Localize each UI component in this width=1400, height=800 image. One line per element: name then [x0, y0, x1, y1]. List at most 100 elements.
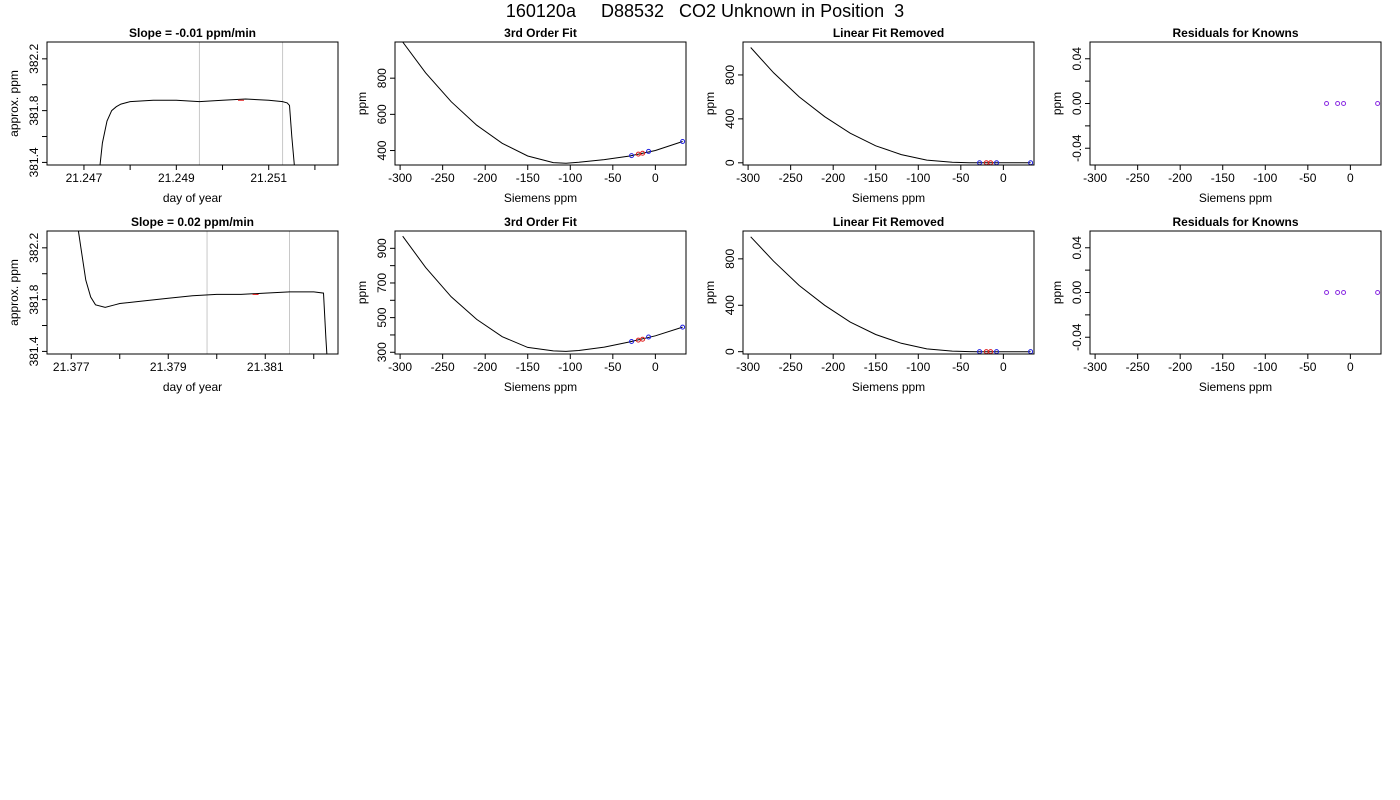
unknown-point [640, 150, 646, 156]
y-tick-label: 0.00 [1070, 91, 1084, 115]
y-tick-label: 0.04 [1070, 47, 1084, 71]
x-tick-label: -300 [1083, 360, 1107, 374]
fit-curve [402, 235, 683, 352]
plot-area [1324, 101, 1381, 106]
y-tick-label: 800 [723, 65, 737, 85]
x-tick-label: -300 [736, 360, 760, 374]
x-tick-label: -200 [1168, 171, 1192, 185]
y-tick-label: 382.2 [27, 232, 41, 262]
unknown-point [988, 349, 994, 354]
series-line [99, 98, 295, 165]
x-tick-label: 21.247 [66, 171, 103, 185]
fit-curve [750, 236, 1031, 353]
y-tick-label: 900 [375, 238, 389, 258]
x-tick-label: 21.379 [150, 360, 187, 374]
y-tick-label: 400 [375, 140, 389, 160]
chart-title: Linear Fit Removed [833, 215, 944, 229]
x-tick-label: -50 [952, 171, 970, 185]
known-point [994, 160, 1000, 165]
y-tick-label: 500 [375, 307, 389, 327]
x-tick-label: 0 [1000, 360, 1007, 374]
plot-area [1324, 290, 1381, 295]
x-tick-label: -100 [906, 171, 930, 185]
x-tick-label: -150 [1211, 360, 1235, 374]
y-tick-label: 381.4 [27, 147, 41, 177]
known-point [680, 138, 686, 144]
y-tick-label: 800 [375, 68, 389, 88]
x-tick-label: 0 [652, 171, 659, 185]
x-tick-label: -250 [1126, 360, 1150, 374]
unknown-point [983, 349, 989, 354]
x-tick-label: 0 [1347, 171, 1354, 185]
x-tick-label: -100 [558, 360, 582, 374]
unknown-point [640, 336, 646, 342]
y-axis-label: ppm [1050, 92, 1064, 115]
plot-frame [46, 230, 339, 355]
unknown-point [635, 151, 641, 157]
x-tick-label: -300 [388, 360, 412, 374]
known-point [1028, 160, 1034, 165]
plot-frame [394, 41, 687, 166]
chart-title: Residuals for Knowns [1172, 215, 1298, 229]
y-axis-label: ppm [355, 92, 369, 115]
y-tick-label: 800 [723, 249, 737, 269]
known-point [977, 160, 983, 165]
y-axis-label: ppm [703, 281, 717, 304]
residual-point [1335, 290, 1341, 295]
plot-area [750, 47, 1034, 165]
x-axis-label: Siemens ppm [1199, 191, 1272, 205]
y-tick-label: 0.04 [1070, 236, 1084, 260]
x-tick-label: -200 [821, 360, 845, 374]
x-tick-label: -50 [1299, 171, 1317, 185]
x-tick-label: -200 [473, 171, 497, 185]
plot-area [750, 236, 1034, 354]
x-axis-label: Siemens ppm [852, 380, 925, 394]
x-tick-label: -150 [864, 360, 888, 374]
x-tick-label: -300 [388, 171, 412, 185]
x-tick-label: 21.249 [158, 171, 195, 185]
x-tick-label: -100 [906, 360, 930, 374]
residual-point [1341, 290, 1347, 295]
x-axis-label: Siemens ppm [852, 191, 925, 205]
x-tick-label: -250 [1126, 171, 1150, 185]
plot-area [99, 98, 295, 165]
series-line [77, 231, 328, 354]
known-point [646, 334, 652, 340]
chart-title: 3rd Order Fit [504, 26, 577, 40]
y-tick-label: -0.04 [1070, 323, 1084, 351]
y-axis-label: approx. ppm [7, 70, 21, 137]
plot-frame [1089, 230, 1382, 355]
x-tick-label: -50 [952, 360, 970, 374]
x-tick-label: 0 [1000, 171, 1007, 185]
x-tick-label: -200 [473, 360, 497, 374]
x-tick-label: -250 [431, 360, 455, 374]
residual-point [1375, 290, 1381, 295]
y-tick-label: 381.8 [27, 284, 41, 314]
x-axis-label: Siemens ppm [504, 380, 577, 394]
x-tick-label: 21.381 [247, 360, 284, 374]
plot-frame [742, 230, 1035, 355]
x-axis-label: day of year [163, 380, 222, 394]
plot-area [402, 235, 686, 352]
y-tick-label: 700 [375, 273, 389, 293]
x-tick-label: -300 [1083, 171, 1107, 185]
x-tick-label: 21.377 [53, 360, 90, 374]
x-tick-label: -250 [779, 171, 803, 185]
known-point [994, 349, 1000, 354]
x-tick-label: -50 [604, 171, 622, 185]
x-tick-label: 0 [652, 360, 659, 374]
plot-area [77, 231, 328, 354]
fit-curve [402, 42, 683, 164]
y-tick-label: 381.8 [27, 95, 41, 125]
plot-frame [46, 41, 339, 166]
x-tick-label: -150 [516, 171, 540, 185]
y-tick-label: 0 [723, 159, 737, 166]
known-point [646, 148, 652, 154]
chart-title: Residuals for Knowns [1172, 26, 1298, 40]
x-tick-label: -300 [736, 171, 760, 185]
x-tick-label: -200 [1168, 360, 1192, 374]
